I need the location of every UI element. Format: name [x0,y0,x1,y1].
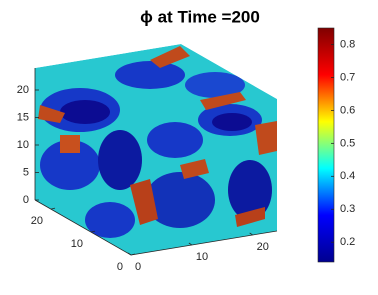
z-tick-label: 15 [17,111,29,123]
y-tick [130,253,136,256]
colorbar-tick-label: 0.8 [340,38,355,50]
colorbar-tick-label: 0.2 [340,236,355,248]
y-tick-label: 20 [31,215,43,227]
y-tick-label: 0 [117,261,123,273]
z-tick-label: 10 [17,139,29,151]
y-tick [90,230,96,233]
x-tick [188,242,193,246]
x-tick-label: 10 [196,251,208,263]
isosurface [35,44,277,255]
colorbar-tick-label: 0.6 [340,104,355,116]
x-tick [127,252,132,256]
x-tick [249,232,253,236]
chart-title: ϕ at Time =200 [140,7,260,26]
y-tick-label: 10 [71,238,83,250]
z-tick-label: 0 [23,194,29,206]
y-tick [50,207,56,210]
colorbar-tick-label: 0.5 [340,137,355,149]
z-tick-label: 5 [23,166,29,178]
x-tick-label: 20 [257,241,269,253]
colorbar-tick-label: 0.7 [340,71,355,83]
z-tick-label: 20 [17,84,29,96]
x-tick-label: 0 [135,261,141,273]
colorbar [317,27,335,263]
colorbar-tick-label: 0.4 [340,170,355,182]
colorbar-tick-label: 0.3 [340,203,355,215]
